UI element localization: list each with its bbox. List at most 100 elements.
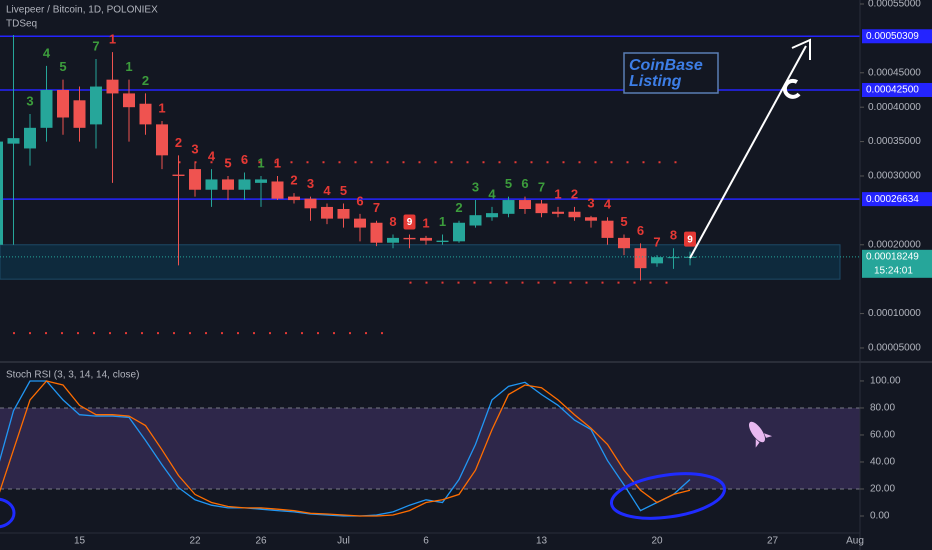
y-tick-label: 60.00 xyxy=(870,430,895,441)
td-count: 4 xyxy=(43,45,51,60)
y-tick-label: 0.00045000 xyxy=(868,67,921,78)
candle-body xyxy=(238,179,251,190)
td-count: 2 xyxy=(175,135,182,150)
td-count: 7 xyxy=(373,200,380,215)
candle-body xyxy=(651,257,663,264)
td-count: 6 xyxy=(241,152,248,167)
y-tick-label: 100.00 xyxy=(870,376,901,387)
x-tick-label: Jul xyxy=(337,536,350,547)
td-count: 2 xyxy=(142,73,149,88)
td-count: 1 xyxy=(109,32,116,47)
td-count: 3 xyxy=(587,195,594,210)
price-label: 0.00042500 xyxy=(866,85,919,96)
last-price-bg xyxy=(862,249,932,278)
td-count: 2 xyxy=(455,200,462,215)
x-tick-label: 26 xyxy=(255,536,267,547)
x-tick-label: 20 xyxy=(651,536,663,547)
stoch-line xyxy=(0,380,691,517)
candle-body xyxy=(387,237,399,243)
td-count: 3 xyxy=(191,142,198,157)
candle-body xyxy=(354,218,366,228)
candle-body xyxy=(519,200,531,209)
countdown-label: 15:24:01 xyxy=(874,265,913,276)
rocket-icon xyxy=(748,421,773,448)
candle-body xyxy=(403,237,416,240)
y-tick-label: 0.00030000 xyxy=(868,171,921,182)
candle-body xyxy=(486,213,498,218)
arrow-head xyxy=(791,38,811,60)
td-count: 3 xyxy=(307,176,314,191)
candle-body xyxy=(502,200,515,214)
candle-body xyxy=(57,89,69,118)
y-tick-label: 80.00 xyxy=(870,403,895,414)
y-tick-label: 0.00005000 xyxy=(868,343,921,354)
y-tick-label: 0.00010000 xyxy=(868,308,921,319)
y-tick-label: 20.00 xyxy=(870,484,895,495)
td-count: 1 xyxy=(257,155,264,170)
x-tick-label: 27 xyxy=(767,536,779,547)
annotation-text: CoinBase xyxy=(629,57,703,74)
candle-body xyxy=(7,138,20,144)
td-count: 2 xyxy=(290,173,297,188)
candle-body xyxy=(106,79,119,94)
price-label-bg xyxy=(862,192,932,207)
candle-body xyxy=(40,89,53,128)
candle-body xyxy=(469,215,482,226)
y-tick-label: 40.00 xyxy=(870,457,895,468)
candle-body xyxy=(156,124,168,156)
td-count: 1 xyxy=(125,59,132,74)
td-count: 5 xyxy=(505,176,512,191)
candle-body xyxy=(189,169,201,190)
td-count: 4 xyxy=(208,149,216,164)
candle-body xyxy=(535,203,548,214)
candle-body xyxy=(370,222,383,243)
candle-body xyxy=(123,93,135,108)
candle-body xyxy=(568,211,581,218)
td-count: 4 xyxy=(488,186,496,201)
td-count: 8 xyxy=(389,214,396,229)
indicator-title: TDSeq xyxy=(6,19,37,30)
td-count: 6 xyxy=(356,193,363,208)
candle-body xyxy=(73,100,86,128)
td-count: 5 xyxy=(224,155,231,170)
candle-body xyxy=(139,103,152,125)
icon xyxy=(782,78,801,99)
td-count: 1 xyxy=(554,186,561,201)
td-count: 6 xyxy=(521,176,528,191)
y-tick-label: 0.00035000 xyxy=(868,136,921,147)
td-box xyxy=(403,214,416,230)
highlight-ellipse xyxy=(609,472,727,520)
stoch-line xyxy=(0,380,691,517)
candle-body xyxy=(552,211,564,214)
candle-body xyxy=(288,196,300,201)
td-count: 7 xyxy=(653,235,660,250)
price-label: 0.00050309 xyxy=(866,31,919,42)
annotation-text: Listing xyxy=(629,73,682,90)
symbol-title: Livepeer / Bitcoin, 1D, POLONIEX xyxy=(6,5,158,16)
td-count: 1 xyxy=(274,155,281,170)
td-count: 5 xyxy=(620,214,627,229)
price-label: 0.00026634 xyxy=(866,194,919,205)
band-fill xyxy=(0,407,860,489)
td-count: 9 xyxy=(407,217,413,228)
price-label-bg xyxy=(862,29,932,44)
td-count: 8 xyxy=(670,228,677,243)
candle-body xyxy=(90,86,102,125)
td-box xyxy=(684,231,696,247)
y-tick-label: 0.00 xyxy=(870,511,890,522)
candle-body xyxy=(420,237,432,241)
x-tick-label: 13 xyxy=(536,536,548,547)
last-price-label: 0.00018249 xyxy=(866,251,919,262)
zone xyxy=(0,244,841,280)
td-count: 4 xyxy=(323,183,331,198)
stoch-title: Stoch RSI (3, 3, 14, 14, close) xyxy=(6,370,139,381)
candle-body xyxy=(222,179,234,190)
td-count: 4 xyxy=(604,197,612,212)
candle-body xyxy=(618,237,630,249)
td-count: 5 xyxy=(340,183,347,198)
td-count: 6 xyxy=(637,223,644,238)
price-label-bg xyxy=(862,82,932,97)
td-count: 1 xyxy=(158,100,165,115)
